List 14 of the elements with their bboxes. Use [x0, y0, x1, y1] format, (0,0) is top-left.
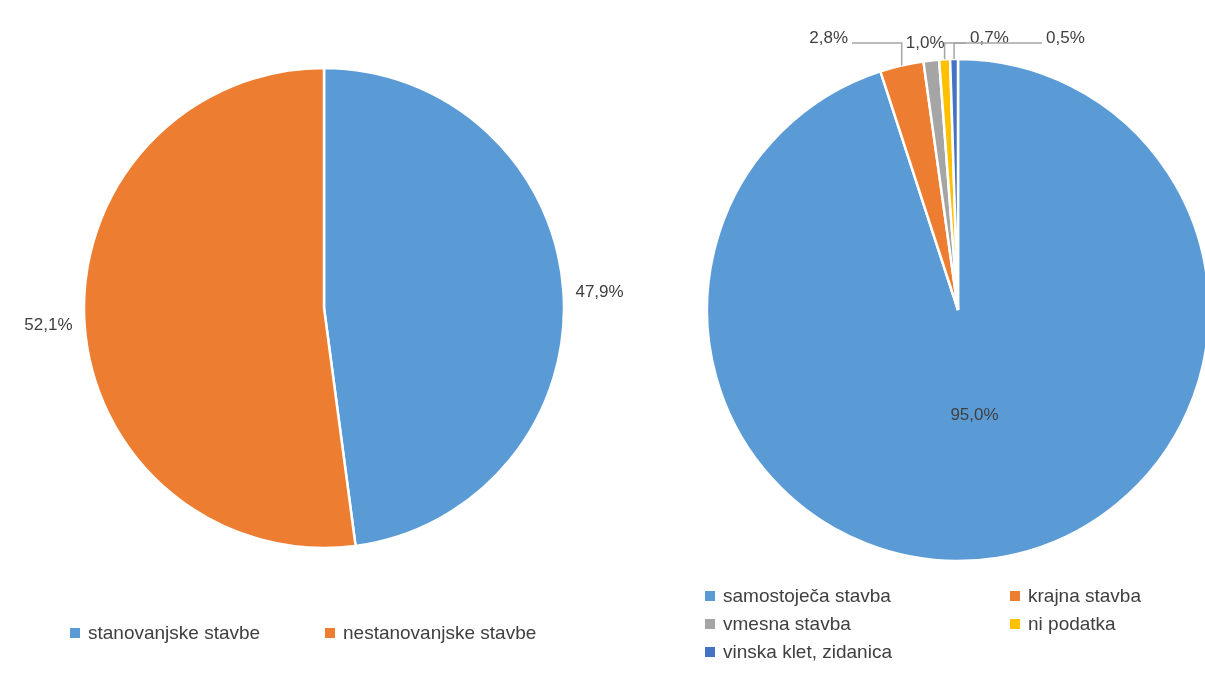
legend-label: nestanovanjske stavbe — [343, 622, 537, 644]
legend-label: vinska klet, zidanica — [723, 641, 892, 663]
data-label: 1,0% — [905, 32, 945, 52]
legend-label: ni podatka — [1028, 613, 1116, 635]
data-label: 0,5% — [1046, 27, 1085, 47]
data-label: 2,8% — [809, 27, 848, 47]
legend-label: krajna stavba — [1028, 585, 1142, 607]
data-label: 95,0% — [950, 404, 999, 424]
legend-label: vmesna stavba — [723, 613, 851, 635]
data-label: 52,1% — [24, 315, 73, 335]
data-label: 47,9% — [575, 281, 624, 301]
data-label: 0,7% — [970, 27, 1009, 47]
legend-label: stanovanjske stavbe — [88, 622, 261, 644]
legend-label: samostoječa stavba — [723, 585, 891, 607]
